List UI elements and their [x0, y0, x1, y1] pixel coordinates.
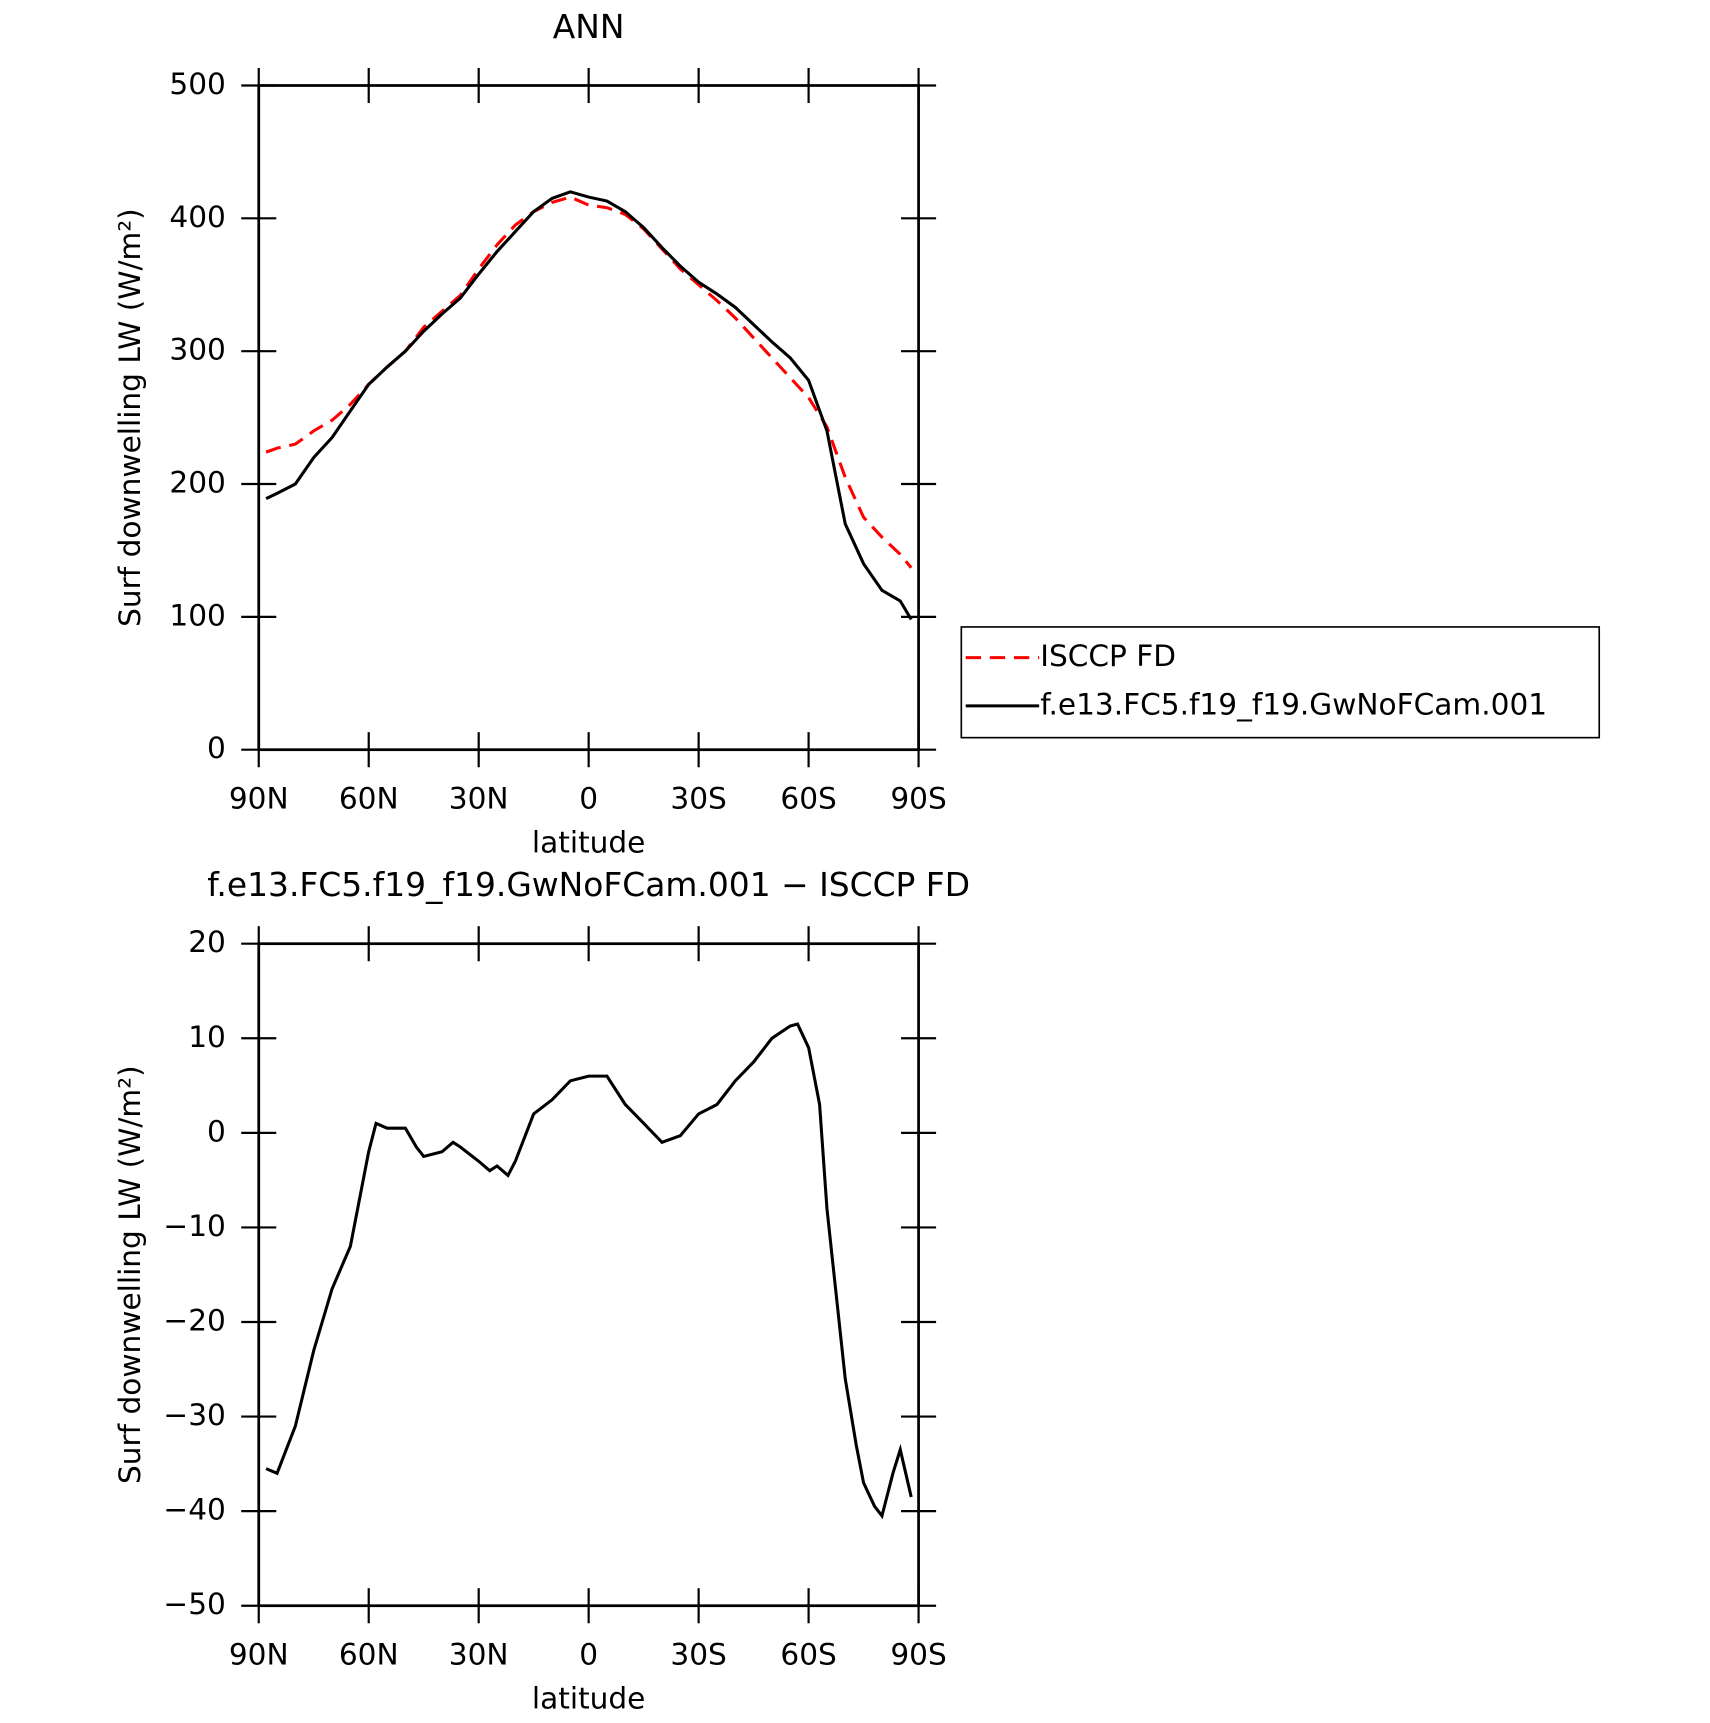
legend-label: ISCCP FD: [1040, 639, 1176, 673]
x-tick-label: 0: [579, 782, 598, 816]
y-axis-label: Surf downwelling LW (W/m²): [113, 1065, 147, 1484]
y-tick-label: 200: [169, 466, 225, 500]
x-tick-label: 60N: [339, 782, 399, 816]
x-tick-label: 30N: [449, 1638, 509, 1672]
x-axis-label: latitude: [532, 1681, 645, 1715]
plot-frame: [257, 942, 920, 1608]
y-tick-label: 400: [169, 200, 225, 234]
data-line: [265, 190, 913, 621]
y-tick-label: −30: [163, 1398, 225, 1432]
y-tick-label: 10: [188, 1020, 226, 1054]
x-tick-label: 60S: [780, 1638, 836, 1672]
y-axis-label: Surf downwelling LW (W/m²): [113, 208, 147, 627]
x-tick-label: 30S: [670, 782, 726, 816]
y-tick-label: 0: [207, 731, 226, 765]
x-tick-label: 60N: [339, 1638, 399, 1672]
x-tick-label: 90S: [890, 782, 946, 816]
x-tick-label: 0: [579, 1638, 598, 1672]
plot-frame: [257, 84, 920, 752]
x-tick-label: 90N: [229, 782, 289, 816]
chart-title: f.e13.FC5.f19_f19.GwNoFCam.001 − ISCCP F…: [207, 865, 970, 904]
x-tick-label: 30N: [449, 782, 509, 816]
x-axis-label: latitude: [532, 825, 645, 859]
y-tick-label: 20: [188, 925, 226, 959]
x-tick-label: 90S: [890, 1638, 946, 1672]
x-tick-label: 30S: [670, 1638, 726, 1672]
y-tick-label: 100: [169, 598, 225, 632]
x-tick-label: 60S: [780, 782, 836, 816]
legend-box: [960, 626, 1601, 739]
y-tick-label: −20: [163, 1304, 225, 1338]
y-tick-label: −40: [163, 1493, 225, 1527]
y-tick-label: 300: [169, 333, 225, 367]
data-line: [265, 195, 913, 569]
y-tick-label: 0: [207, 1114, 226, 1148]
y-tick-label: −50: [163, 1587, 225, 1621]
legend-label: f.e13.FC5.f19_f19.GwNoFCam.001: [1040, 687, 1547, 721]
y-tick-label: 500: [169, 67, 225, 101]
data-line: [265, 1022, 913, 1520]
chart-title: ANN: [553, 7, 625, 46]
y-tick-label: −10: [163, 1209, 225, 1243]
x-tick-label: 90N: [229, 1638, 289, 1672]
